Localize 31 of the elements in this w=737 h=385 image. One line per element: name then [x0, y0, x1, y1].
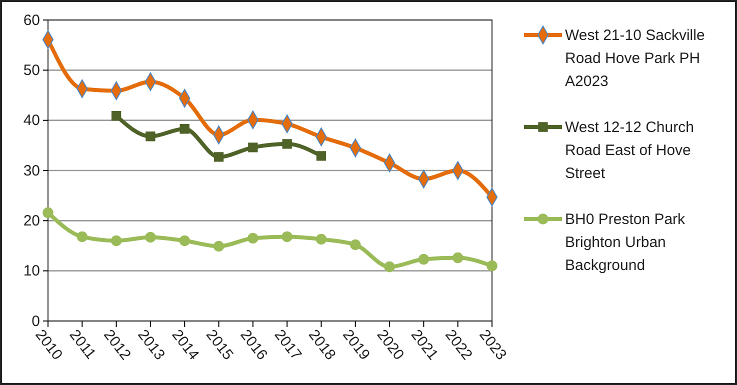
- point: [248, 232, 258, 244]
- point: [111, 110, 122, 121]
- point: [145, 232, 156, 243]
- point: [42, 207, 54, 218]
- y-tick-label: 60: [23, 12, 40, 29]
- point: [214, 152, 224, 162]
- point: [76, 231, 88, 242]
- point: [486, 260, 498, 272]
- point: [316, 151, 326, 161]
- point: [110, 235, 122, 246]
- point: [213, 240, 224, 252]
- point: [146, 132, 156, 142]
- point: [180, 124, 190, 134]
- y-tick-label: 30: [23, 162, 40, 180]
- y-tick-label: 20: [23, 212, 40, 230]
- y-tick-label: 50: [23, 62, 40, 79]
- y-tick-label: 40: [23, 112, 40, 130]
- point: [316, 234, 327, 245]
- point: [418, 254, 430, 265]
- legend-label: BH0 Preston Park Brighton Urban Background: [565, 211, 686, 274]
- legend-label: West 21-10 Sackville Road Hove Park PH A2023: [565, 27, 705, 90]
- y-tick-label: 0: [32, 312, 40, 330]
- point: [452, 252, 464, 264]
- point: [384, 261, 395, 272]
- y-tick-label: 10: [23, 262, 40, 280]
- legend-label: West 12-12 Church Road East of Hove Street: [565, 119, 694, 182]
- point: [179, 235, 190, 246]
- point: [248, 142, 258, 152]
- point: [350, 239, 361, 250]
- point: [282, 139, 292, 149]
- point: [282, 231, 292, 242]
